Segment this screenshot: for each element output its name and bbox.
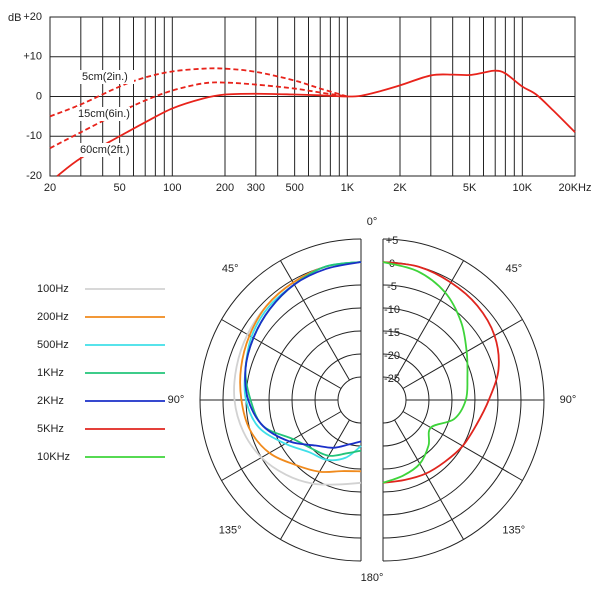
angle-label: 45° [505,263,522,275]
spoke [394,419,464,540]
legend-label: 200Hz [37,311,69,323]
r-tick-label: -5 [387,281,397,293]
x-tick-label: 200 [216,182,234,194]
legend-label: 5KHz [37,423,64,435]
polar-curve [239,261,362,473]
x-tick-label: 20 [44,182,56,194]
label-bg [76,107,130,121]
y-axis-label: dB [8,12,21,24]
angle-label: 135° [502,525,525,537]
r-tick-label: +5 [386,235,399,247]
legend-label: 100Hz [37,283,69,295]
spoke [394,260,464,381]
r-tick-label: -25 [384,373,400,385]
r-tick-label: -20 [384,350,400,362]
y-tick-label: +20 [23,11,42,23]
label-bg [80,70,134,84]
x-tick-label: 300 [247,182,265,194]
spoke [402,319,523,389]
legend-label: 10KHz [37,451,70,463]
polar-curve [382,261,469,484]
r-tick-label: -15 [384,327,400,339]
r-tick-label: -10 [384,304,400,316]
curve-label: 5cm(2in.) [82,71,128,83]
x-tick-label: 50 [114,182,126,194]
x-tick-label: 500 [285,182,303,194]
angle-label: 45° [222,263,239,275]
y-tick-label: +10 [23,51,42,63]
curve-label: 60cm(2ft.) [80,144,130,156]
x-tick-label: 5K [463,182,477,194]
angle-label: 180° [361,572,384,584]
y-tick-label: -20 [26,170,42,182]
spoke [221,411,342,481]
angle-label: 135° [219,525,242,537]
angle-label: 90° [560,394,577,406]
label-bg [78,143,132,157]
legend-label: 500Hz [37,339,69,351]
polar-curve [382,261,500,484]
ring [337,376,362,424]
x-tick-label: 1K [341,182,355,194]
angle-label: 90° [168,394,185,406]
angle-label: 0° [367,216,378,228]
spoke [280,260,350,381]
y-tick-label: -10 [26,130,42,142]
legend-label: 1KHz [37,367,64,379]
response-curve [56,69,576,177]
polar-curve [244,261,362,449]
x-tick-label: 2K [393,182,407,194]
x-tick-label: 10K [513,182,533,194]
ring [382,376,407,424]
legend-label: 2KHz [37,395,64,407]
response-curve [49,67,348,118]
spoke [221,319,342,389]
x-tick-label: 100 [163,182,181,194]
x-tick-label: 20KHz [558,182,591,194]
y-tick-label: 0 [36,90,42,102]
curve-label: 15cm(6in.) [78,108,130,120]
spoke [280,419,350,540]
